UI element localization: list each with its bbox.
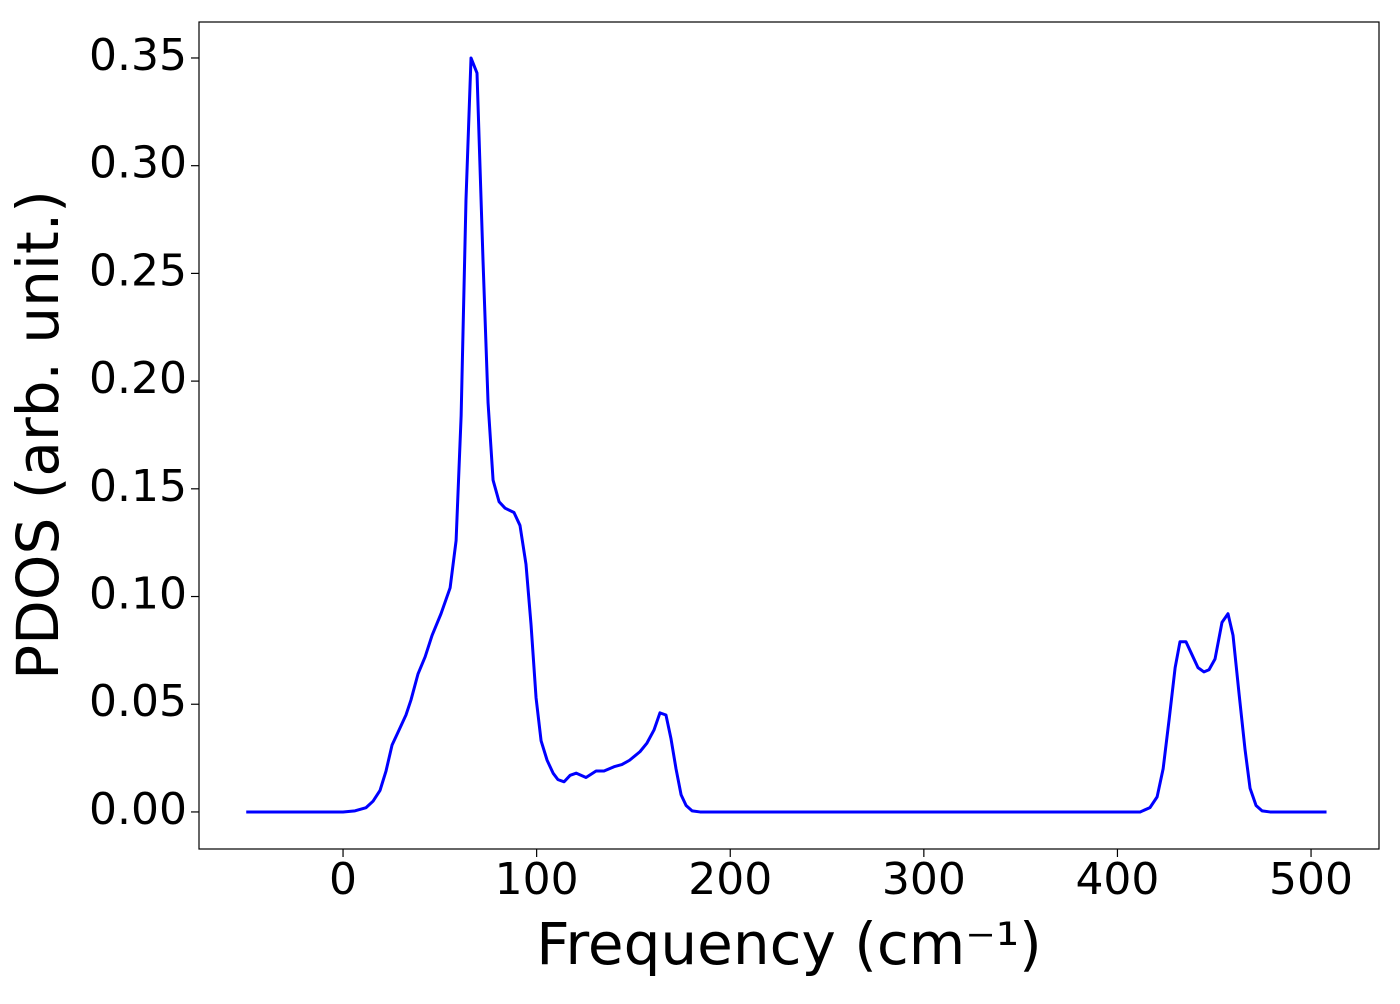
- x-tick-label: 100: [495, 854, 579, 905]
- plot-frame: [198, 21, 1380, 850]
- y-axis-label: PDOS (arb. unit.): [4, 190, 72, 680]
- x-tick-label: 0: [329, 854, 357, 905]
- y-tick-label: 0.00: [89, 784, 187, 835]
- x-tick-label: 500: [1269, 854, 1353, 905]
- x-axis-label: Frequency (cm⁻¹): [536, 910, 1042, 978]
- y-tick-label: 0.30: [89, 138, 187, 189]
- y-tick-label: 0.25: [89, 245, 187, 296]
- line-series: [246, 56, 1327, 814]
- y-tick-label: 0.15: [89, 461, 187, 512]
- x-tick-label: 200: [688, 854, 772, 905]
- y-tick-label: 0.10: [89, 569, 187, 620]
- x-tick-label: 400: [1075, 854, 1159, 905]
- x-tick-label: 300: [882, 854, 966, 905]
- y-tick-label: 0.05: [89, 676, 187, 727]
- y-tick-label: 0.35: [89, 30, 187, 81]
- y-tick-label: 0.20: [89, 353, 187, 404]
